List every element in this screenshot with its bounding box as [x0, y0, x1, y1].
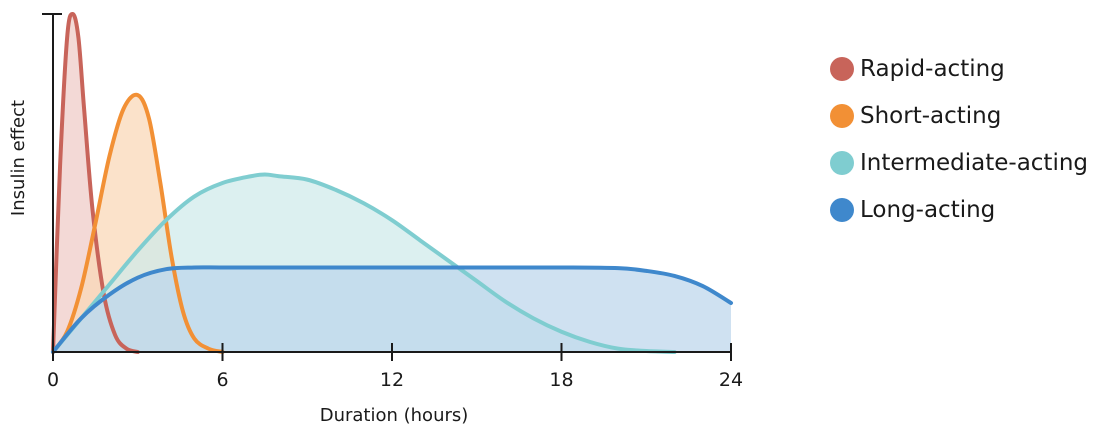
- line-long-acting: [51, 265, 733, 354]
- legend-item-intermediate-acting: Intermediate-acting: [830, 138, 1088, 188]
- legend-item-rapid-acting: Rapid-acting: [830, 44, 1088, 94]
- legend: Rapid-acting Short-acting Intermediate-a…: [830, 44, 1088, 232]
- legend-item-long-acting: Long-acting: [830, 185, 1088, 235]
- x-ticks: 0 6 12 18 24: [47, 343, 743, 391]
- x-tick-label-6: 6: [216, 369, 228, 391]
- legend-swatch-long-acting: [830, 198, 854, 222]
- legend-label-long-acting: Long-acting: [860, 197, 996, 223]
- x-tick-label-12: 12: [380, 369, 404, 391]
- series-areas: [53, 13, 731, 352]
- y-axis-title: Insulin effect: [8, 100, 29, 216]
- legend-swatch-rapid-acting: [830, 57, 854, 81]
- legend-label-short-acting: Short-acting: [860, 103, 1002, 129]
- line-short-acting: [51, 92, 225, 354]
- x-axis-title: Duration (hours): [320, 405, 469, 426]
- x-tick-label-18: 18: [549, 369, 573, 391]
- line-intermediate-acting: [51, 172, 677, 354]
- x-tick-label-0: 0: [47, 369, 59, 391]
- area-short-acting: [53, 94, 223, 352]
- series-lines: [51, 11, 733, 354]
- legend-item-short-acting: Short-acting: [830, 91, 1088, 141]
- area-long-acting: [53, 267, 731, 352]
- legend-label-intermediate-acting: Intermediate-acting: [860, 150, 1089, 176]
- legend-swatch-intermediate-acting: [830, 151, 854, 175]
- area-rapid-acting: [53, 13, 138, 352]
- line-rapid-acting: [51, 11, 140, 354]
- legend-swatch-short-acting: [830, 104, 854, 128]
- legend-label-rapid-acting: Rapid-acting: [860, 56, 1005, 82]
- x-tick-label-24: 24: [719, 369, 743, 391]
